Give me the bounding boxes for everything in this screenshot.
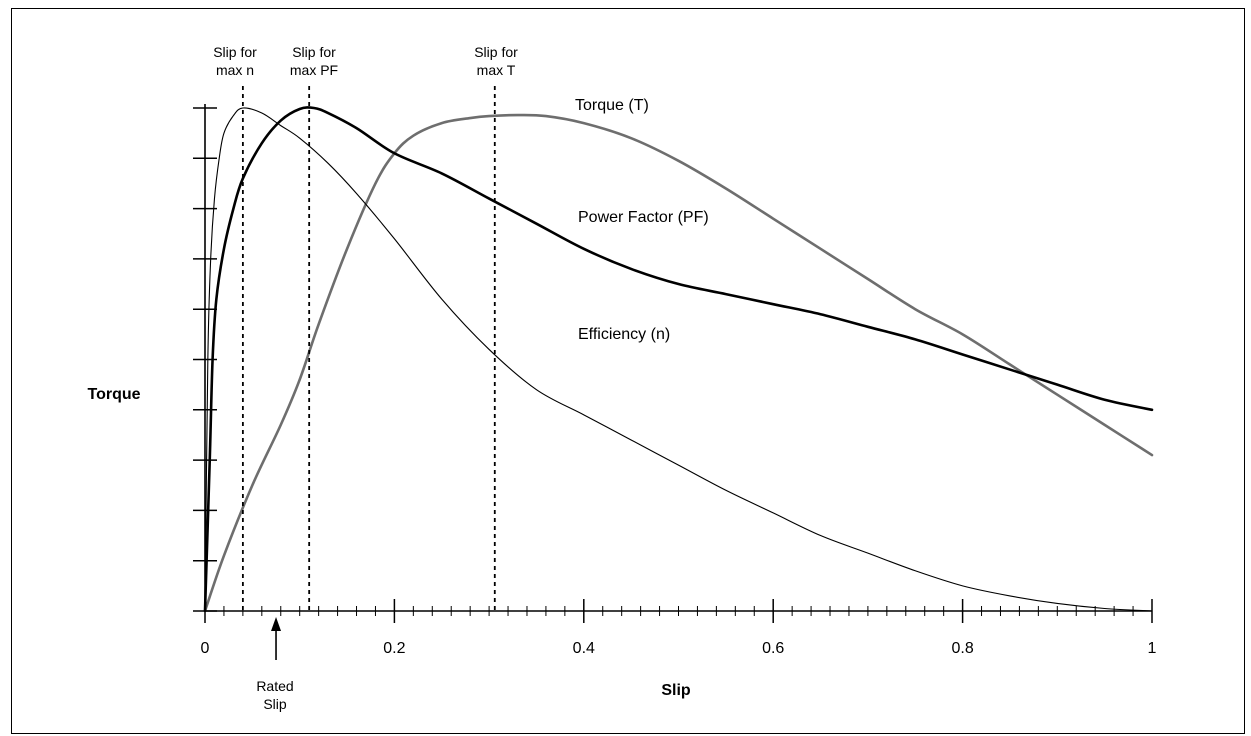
vline-label-max-t-line1: Slip for xyxy=(474,44,518,60)
vline-label-max-n-line1: Slip for xyxy=(213,44,257,60)
vline-label-max-pf-line1: Slip for xyxy=(292,44,336,60)
series-label-efficiency: Efficiency (n) xyxy=(578,326,670,343)
labels-layer: Slip Torque Torque (T) Power Factor (PF)… xyxy=(87,44,708,712)
chart-frame xyxy=(11,8,1245,734)
x-axis-label: Slip xyxy=(661,682,691,699)
x-tick-label: 0.8 xyxy=(951,640,973,657)
axes-layer: 0 0.2 0.4 0.6 0.8 1 xyxy=(193,104,1157,660)
y-axis-label: Torque xyxy=(87,386,140,403)
series-label-power-factor: Power Factor (PF) xyxy=(578,209,709,226)
x-tick-label: 0.4 xyxy=(573,640,595,657)
series-line-power-factor-pf xyxy=(203,106,1154,613)
vline-label-max-n-line2: max n xyxy=(216,62,254,78)
curves-layer xyxy=(203,106,1154,613)
series-label-torque: Torque (T) xyxy=(575,97,649,114)
series-line-efficiency-n xyxy=(204,107,1153,612)
x-tick-label: 1 xyxy=(1148,640,1157,657)
vline-label-max-t-line2: max T xyxy=(477,62,516,78)
vline-label-max-pf-line2: max PF xyxy=(290,62,338,78)
rated-slip-label-line2: Slip xyxy=(263,696,287,712)
x-tick-label: 0.6 xyxy=(762,640,784,657)
rated-slip-label-line1: Rated xyxy=(256,678,293,694)
x-tick-label: 0.2 xyxy=(383,640,405,657)
vlines-layer xyxy=(241,86,496,611)
x-tick-label: 0 xyxy=(201,640,210,657)
series-line-torque-t xyxy=(203,113,1154,613)
rated-slip-arrow-head xyxy=(271,617,282,631)
